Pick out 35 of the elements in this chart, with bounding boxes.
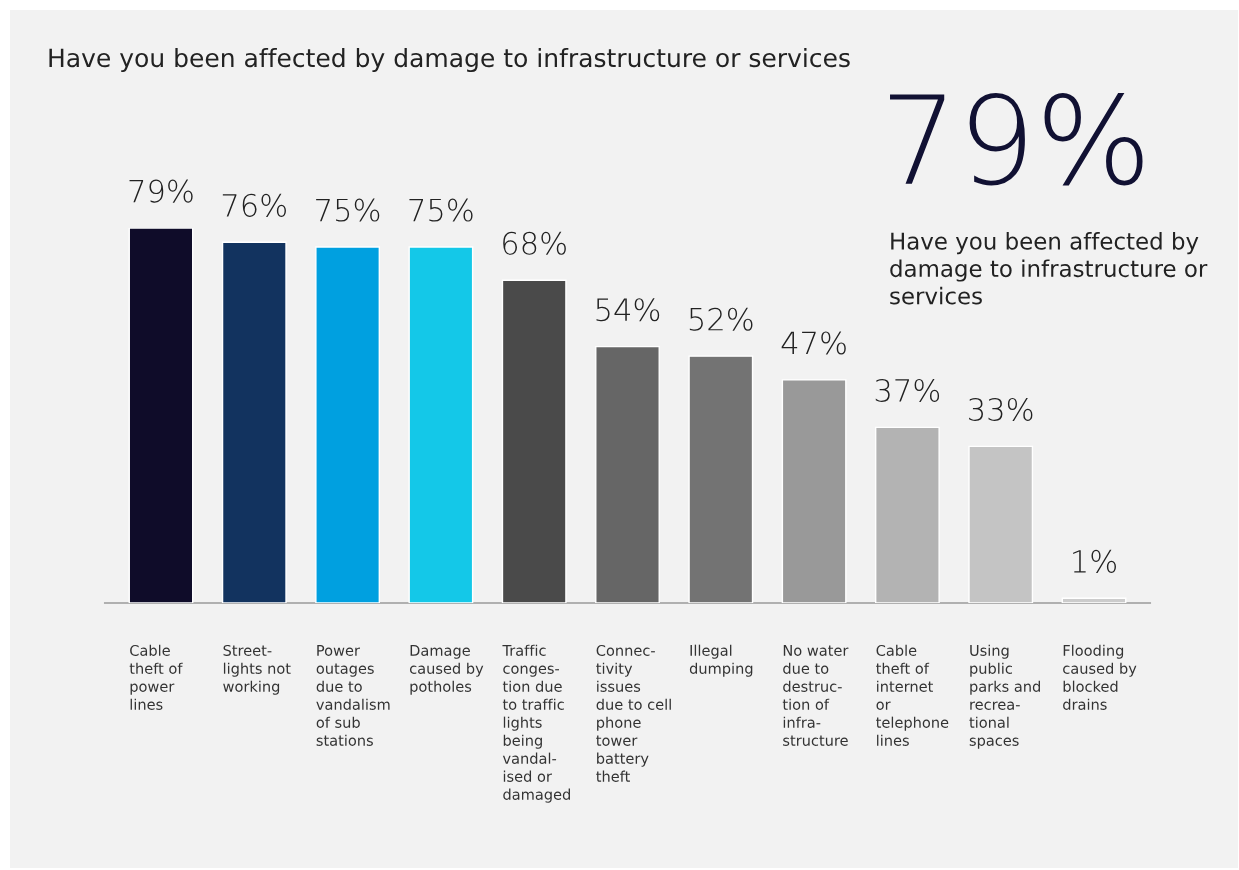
bar — [595, 345, 660, 603]
bar — [781, 379, 847, 603]
data-label: 52% — [689, 307, 753, 331]
text: 79% — [890, 93, 1143, 186]
data-label: 75% — [409, 198, 473, 222]
data-label: 37% — [875, 378, 940, 402]
data-label: 47% — [781, 331, 846, 355]
x-tick-label: Damage caused by potholes — [409, 645, 484, 695]
bar — [128, 228, 194, 603]
x-tick-label: Flooding caused by blocked drains — [1063, 644, 1137, 710]
bar — [688, 355, 754, 603]
x-tick-label: Illegal dumping — [689, 644, 753, 677]
data-label: 76% — [222, 193, 286, 217]
bar — [1061, 597, 1127, 603]
x-tick-label: Connec- tivity issues due to cell phone tower battery theft — [596, 644, 671, 782]
x-tick-label: Cable theft of internet or telephone lines — [876, 644, 949, 746]
x-tick-label: Cable theft of power lines — [129, 644, 183, 710]
x-tick-label: No water due to destruc- tion of infra- structure — [782, 645, 849, 746]
bar — [501, 279, 567, 603]
bar — [315, 246, 381, 603]
annotation: Have you been affected by damage to infrastructure or services — [890, 232, 1208, 305]
data-label: 75% — [316, 198, 380, 222]
data-label: 79% — [129, 179, 193, 203]
x-tick-label: Power outages due to vandalism of sub stations — [316, 645, 390, 746]
x-tick-label: Using public parks and recrea- tional spaces — [969, 644, 1040, 749]
category-label: Traffic conges- tion due to traffic lights being vandal- ised or damaged — [502, 644, 570, 803]
data-label: 54% — [596, 298, 660, 322]
x-tick-label: Street- lights not working — [223, 644, 291, 695]
data-label: 68% — [503, 231, 566, 255]
bar — [221, 241, 287, 603]
bar — [968, 445, 1034, 603]
bar — [408, 246, 474, 603]
data-label: 1% — [1073, 549, 1116, 573]
chart-title: Have you been affected by damage to infrastructure or services — [49, 47, 850, 73]
data-label: 33% — [969, 397, 1033, 421]
